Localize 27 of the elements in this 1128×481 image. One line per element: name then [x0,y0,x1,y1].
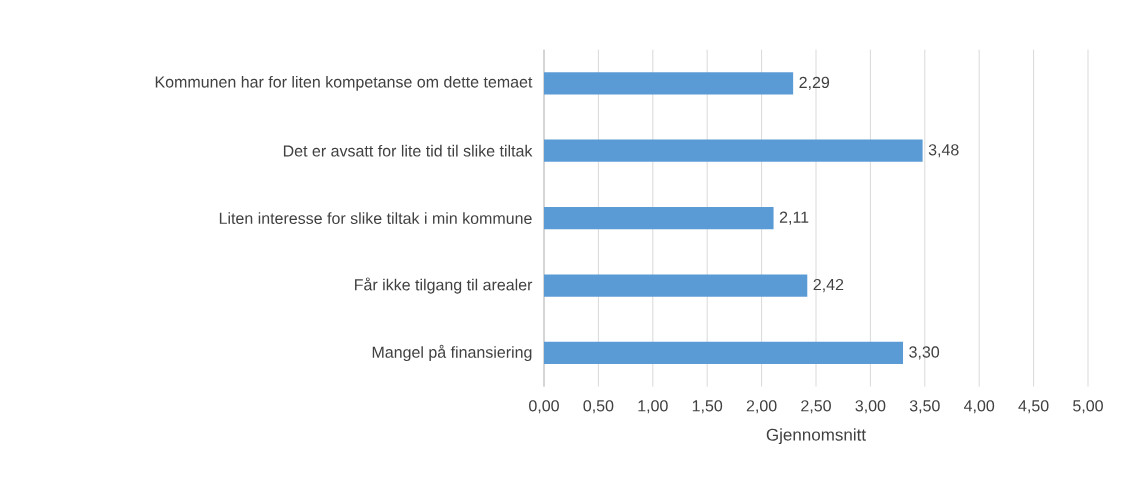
x-tick-label: 1,50 [692,400,723,414]
y-tick-label: Kommunen har for liten kompetanse om dette temaet [155,75,533,91]
x-axis-title: Gjennomsnitt [766,428,866,445]
x-tick-label: 0,50 [583,400,614,414]
bar [544,274,808,297]
x-tick-label: 4,50 [1018,400,1049,414]
y-tick-label: Får ikke tilgang til arealer [355,277,533,294]
y-tick-label: Liten interesse for slike tiltak i min kommune [219,212,532,225]
x-tick-label: 2,00 [746,400,777,414]
x-tick-label: 4,00 [963,400,995,414]
y-tick-label: Det er avsatt for lite tid til slike tiltak [283,144,533,157]
x-tick-label: 3,00 [855,400,886,414]
data-label: 2,29 [799,76,830,90]
data-label: 2,11 [779,211,809,225]
y-tick-label: Mangel på finansiering [372,344,532,362]
x-tick-label: 2,50 [801,400,831,414]
x-tick-label: 0,00 [529,400,559,414]
bar [544,72,794,95]
bar [544,207,774,230]
data-label: 3,30 [909,346,940,360]
x-tick-label: 5,00 [1073,400,1103,414]
bar [544,139,923,162]
x-tick-label: 1,00 [638,400,668,414]
bar [544,341,904,365]
data-label: 3,48 [928,144,959,158]
data-label: 2,42 [813,278,844,293]
x-tick-label: 3,50 [909,400,940,414]
